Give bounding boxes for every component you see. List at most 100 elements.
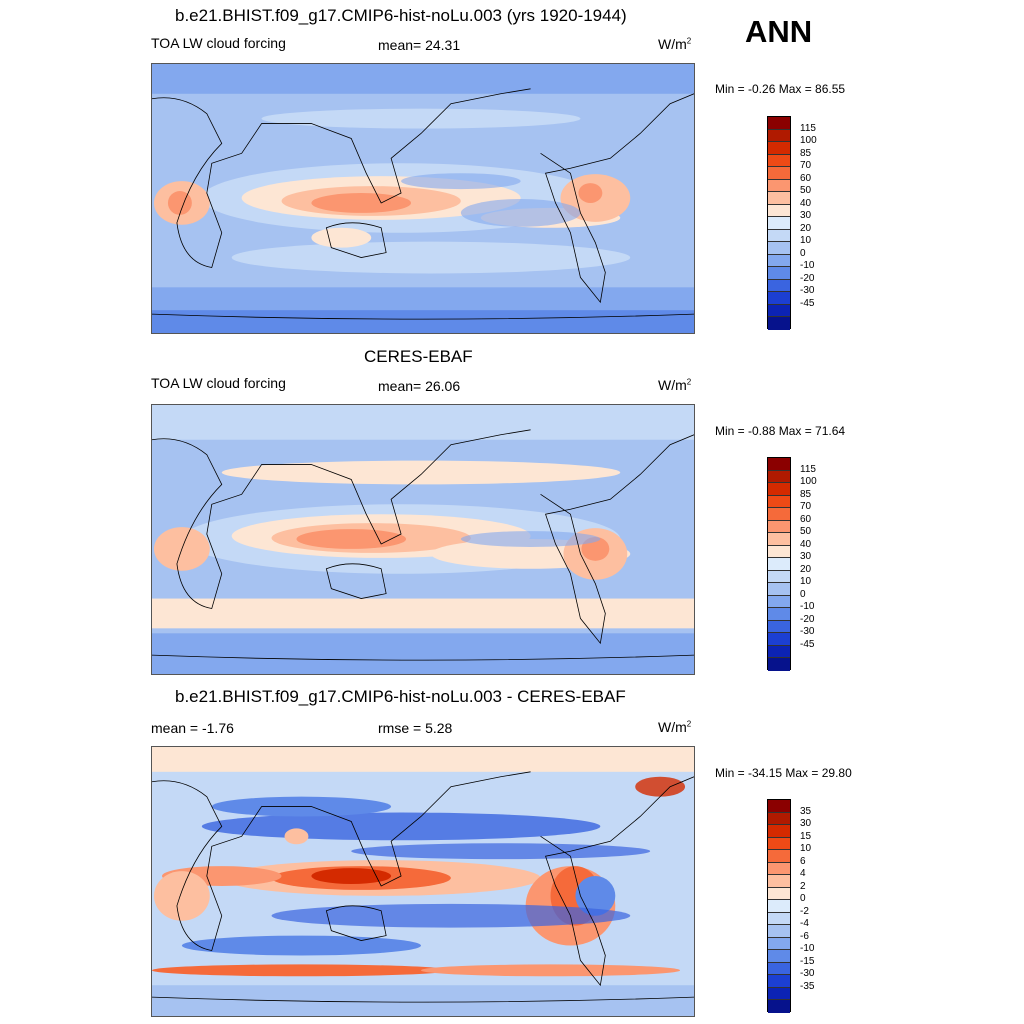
panel1-unit-label: W/m2 — [658, 36, 692, 52]
panel2-title: CERES-EBAF — [364, 347, 473, 366]
panel3-colorbar-swatch — [768, 900, 790, 913]
panel2-colorbar — [767, 457, 791, 671]
panel1-colorbar-swatch — [768, 267, 790, 280]
panel2-colorbar-swatch — [768, 645, 790, 659]
panel1-colorbar-tick-label: -10 — [800, 260, 815, 272]
panel2-variable-label: TOA LW cloud forcing — [151, 375, 286, 391]
panel2-colorbar-swatch — [768, 470, 790, 484]
panel1-colorbar-swatch — [768, 217, 790, 230]
panel3-mean-label: mean = -1.76 — [151, 720, 234, 736]
panel2-colorbar-swatch — [768, 458, 790, 471]
panel3-minmax: Min = -34.15 Max = 29.80 — [715, 766, 852, 780]
panel3-colorbar-tick-label: -2 — [800, 905, 809, 917]
panel1-colorbar-tick-label: 20 — [800, 222, 812, 234]
panel2-colorbar-tick-label: 0 — [800, 588, 806, 600]
panel2-colorbar-tick-label: 20 — [800, 563, 812, 575]
panel1-variable-label: TOA LW cloud forcing — [151, 35, 286, 51]
panel3-colorbar-swatch — [768, 850, 790, 863]
panel1-title: b.e21.BHIST.f09_g17.CMIP6-hist-noLu.003 … — [175, 6, 627, 25]
panel2-colorbar-tick-label: -20 — [800, 613, 815, 625]
panel3-colorbar-tick-label: 15 — [800, 830, 812, 842]
panel1-colorbar-tick-label: 85 — [800, 147, 812, 159]
panel2-colorbar-swatch — [768, 633, 790, 646]
panel2-colorbar-tick-label: 70 — [800, 501, 812, 513]
panel2-colorbar-swatch — [768, 495, 790, 509]
season-label: ANN — [745, 14, 813, 49]
panel2-colorbar-tick-label: -30 — [800, 626, 815, 638]
panel2-colorbar-tick-label: 10 — [800, 576, 812, 588]
panel3-colorbar-tick-label: 10 — [800, 843, 812, 855]
panel2-colorbar-swatch — [768, 658, 790, 671]
panel3-colorbar-swatch — [768, 875, 790, 888]
panel2-colorbar-tick-label: 85 — [800, 488, 812, 500]
panel2-colorbar-swatch — [768, 608, 790, 621]
panel1-colorbar-tick-label: 40 — [800, 197, 812, 209]
panel2-minmax: Min = -0.88 Max = 71.64 — [715, 424, 846, 438]
panel2-colorbar-swatch — [768, 545, 790, 559]
panel1-colorbar-tick-label: 50 — [800, 185, 812, 197]
panel1-colorbar-swatch — [768, 167, 790, 180]
panel1-colorbar-tick-label: -30 — [800, 285, 815, 297]
panel3-unit-label: W/m2 — [658, 719, 692, 735]
panel1-colorbar-swatch — [768, 304, 790, 318]
panel2-map — [151, 404, 695, 675]
panel2-unit-label: W/m2 — [658, 377, 692, 393]
panel3-colorbar-tick-label: -4 — [800, 918, 809, 930]
panel3-colorbar-swatch — [768, 950, 790, 963]
panel1-colorbar-tick-label: 10 — [800, 235, 812, 247]
panel1-colorbar-tick-label: -20 — [800, 272, 815, 284]
panel2-mean-label: mean= 26.06 — [378, 378, 461, 394]
panel3-colorbar-swatch — [768, 975, 790, 988]
panel1-colorbar-swatch — [768, 254, 790, 268]
panel2-colorbar-tick-label: 30 — [800, 551, 812, 563]
panel1-colorbar-swatch — [768, 279, 790, 293]
panel1-map — [151, 63, 695, 334]
panel3-colorbar-swatch — [768, 825, 790, 838]
panel2-colorbar-swatch — [768, 483, 790, 496]
panel2-colorbar-swatch — [768, 570, 790, 584]
panel3-map — [151, 746, 695, 1017]
panel1-colorbar-tick-label: 100 — [800, 135, 817, 147]
panel2-colorbar-swatch — [768, 583, 790, 596]
panel2-colorbar-swatch — [768, 520, 790, 534]
panel2-colorbar-swatch — [768, 558, 790, 571]
panel1-colorbar-swatch — [768, 117, 790, 130]
panel3-colorbar-tick-label: 2 — [800, 880, 806, 892]
panel3-colorbar-tick-label: 0 — [800, 893, 806, 905]
panel3-colorbar-swatch — [768, 962, 790, 976]
panel3-colorbar-swatch — [768, 912, 790, 926]
panel3-colorbar-tick-label: -6 — [800, 930, 809, 942]
panel2-colorbar-tick-label: 50 — [800, 526, 812, 538]
panel1-mean-label: mean= 24.31 — [378, 37, 461, 53]
panel1-colorbar-tick-label: 70 — [800, 160, 812, 172]
panel2-colorbar-swatch — [768, 508, 790, 521]
panel3-colorbar-tick-label: 30 — [800, 818, 812, 830]
panel3-colorbar-swatch — [768, 800, 790, 813]
panel3-colorbar-swatch — [768, 987, 790, 1001]
panel1-colorbar-swatch — [768, 129, 790, 143]
panel2-colorbar-tick-label: -45 — [800, 638, 815, 650]
panel3-colorbar-tick-label: 6 — [800, 855, 806, 867]
panel1-minmax: Min = -0.26 Max = 86.55 — [715, 82, 846, 96]
panel1-colorbar-tick-label: 115 — [800, 122, 816, 134]
panel1-colorbar-swatch — [768, 192, 790, 205]
panel3-title: b.e21.BHIST.f09_g17.CMIP6-hist-noLu.003 … — [175, 687, 626, 706]
panel3-rmse-label: rmse = 5.28 — [378, 720, 453, 736]
panel1-colorbar-swatch — [768, 179, 790, 193]
panel1-colorbar — [767, 116, 791, 330]
panel3-colorbar-swatch — [768, 887, 790, 901]
panel1-colorbar-swatch — [768, 229, 790, 243]
panel1-colorbar-tick-label: 30 — [800, 210, 812, 222]
panel3-colorbar-tick-label: 4 — [800, 868, 806, 880]
panel1-colorbar-tick-label: -45 — [800, 297, 815, 309]
panel2-colorbar-swatch — [768, 620, 790, 634]
panel3-colorbar-swatch — [768, 837, 790, 851]
panel1-colorbar-tick-label: 60 — [800, 172, 812, 184]
panel3-colorbar — [767, 799, 791, 1013]
panel1-colorbar-swatch — [768, 317, 790, 330]
panel2-colorbar-swatch — [768, 595, 790, 609]
panel2-colorbar-tick-label: 60 — [800, 513, 812, 525]
panel1-colorbar-swatch — [768, 242, 790, 255]
panel1-colorbar-swatch — [768, 154, 790, 168]
panel3-colorbar-tick-label: -30 — [800, 968, 815, 980]
